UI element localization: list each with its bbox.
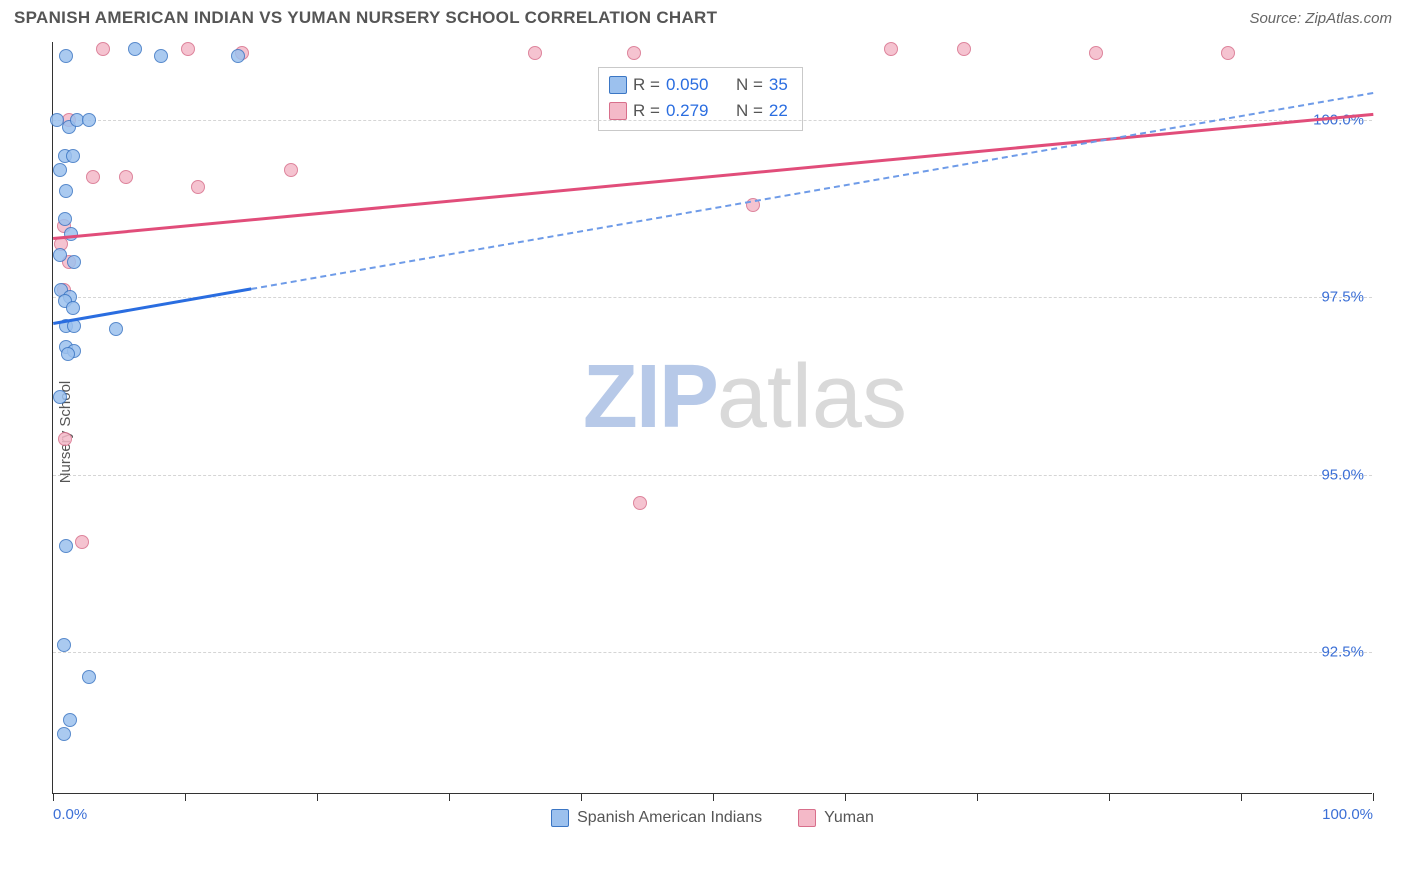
scatter-point-yuman: [884, 42, 898, 56]
x-tick: [1109, 793, 1110, 801]
swatch-icon: [609, 102, 627, 120]
scatter-point-yuman: [86, 170, 100, 184]
scatter-point-yuman: [1089, 46, 1103, 60]
stat-label: R =: [633, 72, 660, 98]
stats-legend-box: R =0.050N =35R =0.279N =22: [598, 67, 803, 131]
x-tick-label: 100.0%: [1322, 806, 1373, 823]
swatch-icon: [798, 809, 816, 827]
gridline: [53, 652, 1372, 653]
scatter-point-yuman: [75, 535, 89, 549]
scatter-point-yuman: [528, 46, 542, 60]
scatter-point-sai: [53, 163, 67, 177]
x-tick: [53, 793, 54, 801]
scatter-point-sai: [59, 49, 73, 63]
scatter-point-sai: [231, 49, 245, 63]
gridline: [53, 120, 1372, 121]
trendline: [53, 113, 1373, 240]
n-value: 35: [769, 72, 788, 98]
scatter-point-sai: [67, 255, 81, 269]
r-value: 0.050: [666, 72, 724, 98]
scatter-point-sai: [57, 727, 71, 741]
scatter-point-yuman: [957, 42, 971, 56]
y-tick-label: 97.5%: [1321, 289, 1364, 306]
source-label: Source: ZipAtlas.com: [1249, 10, 1392, 27]
scatter-point-yuman: [119, 170, 133, 184]
y-tick-label: 95.0%: [1321, 466, 1364, 483]
scatter-point-sai: [59, 539, 73, 553]
scatter-point-sai: [82, 670, 96, 684]
x-tick: [317, 793, 318, 801]
scatter-point-yuman: [633, 496, 647, 510]
x-tick: [1241, 793, 1242, 801]
bottom-legend: Spanish American Indians Yuman: [53, 809, 1372, 827]
scatter-point-yuman: [181, 42, 195, 56]
scatter-point-yuman: [191, 180, 205, 194]
chart-area: Nursery School ZIPatlas R =0.050N =35R =…: [38, 42, 1388, 822]
gridline: [53, 475, 1372, 476]
x-tick: [185, 793, 186, 801]
legend-item-sai: Spanish American Indians: [551, 809, 762, 827]
watermark: ZIPatlas: [583, 345, 907, 448]
trendline: [53, 288, 252, 326]
stat-label: N =: [736, 72, 763, 98]
scatter-point-sai: [53, 390, 67, 404]
x-tick: [845, 793, 846, 801]
chart-title: SPANISH AMERICAN INDIAN VS YUMAN NURSERY…: [14, 8, 717, 28]
scatter-point-sai: [59, 184, 73, 198]
scatter-point-sai: [57, 638, 71, 652]
scatter-point-sai: [128, 42, 142, 56]
y-tick-label: 92.5%: [1321, 644, 1364, 661]
scatter-point-sai: [109, 322, 123, 336]
scatter-point-yuman: [284, 163, 298, 177]
scatter-point-yuman: [627, 46, 641, 60]
swatch-icon: [551, 809, 569, 827]
trendline: [251, 92, 1373, 290]
scatter-point-sai: [154, 49, 168, 63]
scatter-point-sai: [66, 149, 80, 163]
scatter-point-sai: [63, 713, 77, 727]
x-tick-label: 0.0%: [53, 806, 87, 823]
legend-label: Yuman: [824, 809, 874, 827]
gridline: [53, 297, 1372, 298]
plot-region: ZIPatlas R =0.050N =35R =0.279N =22 Span…: [52, 42, 1372, 794]
scatter-point-yuman: [58, 432, 72, 446]
legend-item-yuman: Yuman: [798, 809, 874, 827]
scatter-point-yuman: [96, 42, 110, 56]
swatch-icon: [609, 76, 627, 94]
x-tick: [977, 793, 978, 801]
legend-label: Spanish American Indians: [577, 809, 762, 827]
scatter-point-sai: [82, 113, 96, 127]
x-tick: [581, 793, 582, 801]
scatter-point-sai: [66, 301, 80, 315]
x-tick: [449, 793, 450, 801]
scatter-point-sai: [61, 347, 75, 361]
scatter-point-sai: [58, 212, 72, 226]
scatter-point-yuman: [1221, 46, 1235, 60]
x-tick: [1373, 793, 1374, 801]
x-tick: [713, 793, 714, 801]
stats-row: R =0.050 N =35: [609, 72, 788, 98]
scatter-point-sai: [53, 248, 67, 262]
